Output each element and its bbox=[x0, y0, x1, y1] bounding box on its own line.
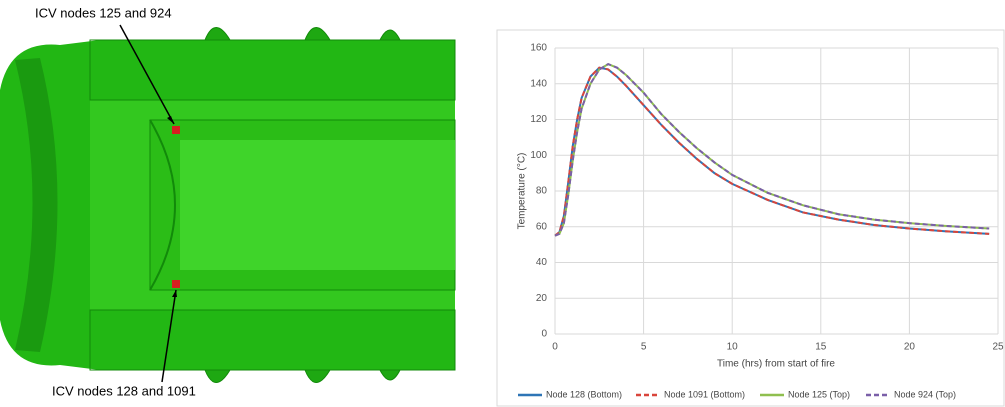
y-tick-label: 120 bbox=[530, 114, 547, 125]
x-tick-label: 20 bbox=[904, 342, 916, 353]
y-tick-label: 100 bbox=[530, 150, 547, 161]
annotation: ICV nodes 128 and 1091 bbox=[52, 383, 196, 398]
x-tick-label: 25 bbox=[992, 342, 1004, 353]
legend-label: Node 128 (Bottom) bbox=[546, 389, 622, 399]
y-tick-label: 160 bbox=[530, 43, 547, 54]
legend-label: Node 125 (Top) bbox=[788, 389, 850, 399]
legend-label: Node 1091 (Bottom) bbox=[664, 389, 745, 399]
y-tick-label: 60 bbox=[536, 221, 548, 232]
chart-frame bbox=[496, 29, 1005, 407]
x-tick-label: 15 bbox=[815, 342, 827, 353]
y-tick-label: 80 bbox=[536, 186, 548, 197]
y-tick-label: 20 bbox=[536, 293, 548, 304]
x-tick-label: 5 bbox=[641, 342, 647, 353]
legend-label: Node 924 (Top) bbox=[894, 389, 956, 399]
model-render bbox=[0, 24, 456, 383]
y-tick-label: 140 bbox=[530, 78, 547, 89]
x-tick-label: 0 bbox=[552, 342, 558, 353]
x-tick-label: 10 bbox=[727, 342, 739, 353]
x-axis-label: Time (hrs) from start of fire bbox=[717, 359, 835, 370]
line-series bbox=[554, 62, 990, 237]
line-series bbox=[554, 66, 990, 237]
y-tick-label: 40 bbox=[536, 257, 548, 268]
y-tick-label: 0 bbox=[541, 329, 547, 340]
y-axis-label: Temperature (°C) bbox=[517, 153, 528, 230]
annotation: ICV nodes 125 and 924 bbox=[35, 5, 172, 20]
